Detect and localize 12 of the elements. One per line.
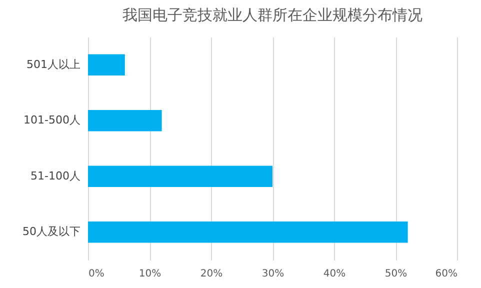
x-tick-label: 60% <box>435 268 458 280</box>
y-tick-label: 101-500人 <box>24 114 80 127</box>
x-tick-label: 40% <box>323 268 346 280</box>
y-tick-label: 501人以上 <box>26 58 80 71</box>
chart-title: 我国电子竞技就业人群所在企业规模分布情况 <box>122 6 422 24</box>
y-tick-label: 51-100人 <box>30 169 80 182</box>
x-tick-label: 50% <box>384 268 408 280</box>
x-tick-label: 20% <box>200 268 223 280</box>
x-tick-label: 0% <box>88 268 104 280</box>
x-tick-label: 30% <box>262 268 284 280</box>
y-tick-label: 50人及以下 <box>22 225 80 238</box>
x-tick-label: 10% <box>138 268 162 280</box>
